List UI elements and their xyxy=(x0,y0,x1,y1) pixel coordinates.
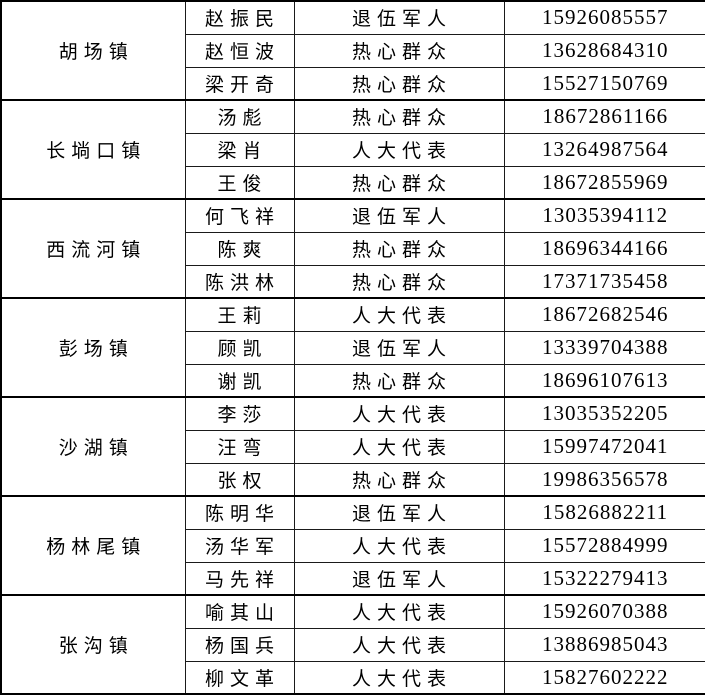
table-row: 柳文革 人大代表 15827602222 xyxy=(1,660,705,695)
name-cell: 陈爽 xyxy=(184,231,295,266)
table-row: 王俊 热心群众 18672855969 xyxy=(1,165,705,200)
name-cell: 顾凯 xyxy=(184,330,295,365)
category-cell: 退伍军人 xyxy=(293,561,505,596)
category-cell: 热心群众 xyxy=(293,462,505,497)
table-row: 陈洪林 热心群众 17371735458 xyxy=(1,264,705,299)
name-cell: 汤华军 xyxy=(184,528,295,563)
table-row: 长埫口镇 汤彪 热心群众 18672861166 xyxy=(0,99,705,200)
phone-cell: 13035352205 xyxy=(503,396,705,431)
table-row: 张沟镇 喻其山 人大代表 15926070388 xyxy=(0,594,705,695)
name-cell: 喻其山 xyxy=(184,594,295,629)
phone-cell: 15826882211 xyxy=(503,495,705,530)
phone-cell: 17371735458 xyxy=(503,264,705,299)
category-cell: 退伍军人 xyxy=(293,495,505,530)
phone-cell: 18696344166 xyxy=(503,231,705,266)
phone-cell: 18672861166 xyxy=(503,99,705,134)
category-cell: 热心群众 xyxy=(293,165,505,200)
table-row: 汪弯 人大代表 15997472041 xyxy=(1,429,705,464)
table-row: 顾凯 退伍军人 13339704388 xyxy=(1,330,705,365)
phone-cell: 15926085557 xyxy=(503,0,705,35)
town-cell: 西流河镇 xyxy=(0,198,186,299)
table-row: 马先祥 退伍军人 15322279413 xyxy=(1,561,705,596)
category-cell: 人大代表 xyxy=(293,627,505,662)
phone-cell: 18672855969 xyxy=(503,165,705,200)
phone-cell: 13035394112 xyxy=(503,198,705,233)
category-cell: 热心群众 xyxy=(293,231,505,266)
name-cell: 杨国兵 xyxy=(184,627,295,662)
table-row: 汤华军 人大代表 15572884999 xyxy=(1,528,705,563)
table-row: 胡场镇 赵振民 退伍军人 15926085557 xyxy=(0,0,705,101)
category-cell: 热心群众 xyxy=(293,363,505,398)
category-cell: 热心群众 xyxy=(293,33,505,68)
category-cell: 人大代表 xyxy=(293,396,505,431)
table-row: 杨林尾镇 陈明华 退伍军人 15826882211 xyxy=(0,495,705,596)
table-row: 沙湖镇 李莎 人大代表 13035352205 xyxy=(0,396,705,497)
table-row: 谢凯 热心群众 18696107613 xyxy=(1,363,705,398)
table-row: 彭场镇 王莉 人大代表 18672682546 xyxy=(0,297,705,398)
phone-cell: 15527150769 xyxy=(503,66,705,101)
name-cell: 赵振民 xyxy=(184,0,295,35)
name-cell: 陈明华 xyxy=(184,495,295,530)
phone-cell: 15322279413 xyxy=(503,561,705,596)
table-row: 陈爽 热心群众 18696344166 xyxy=(1,231,705,266)
name-cell: 张权 xyxy=(184,462,295,497)
phone-cell: 15827602222 xyxy=(503,660,705,695)
name-cell: 王俊 xyxy=(184,165,295,200)
phone-cell: 18696107613 xyxy=(503,363,705,398)
phone-cell: 15572884999 xyxy=(503,528,705,563)
town-cell: 杨林尾镇 xyxy=(0,495,186,596)
name-cell: 李莎 xyxy=(184,396,295,431)
town-cell: 沙湖镇 xyxy=(0,396,186,497)
name-cell: 梁肖 xyxy=(184,132,295,167)
name-cell: 柳文革 xyxy=(184,660,295,695)
category-cell: 退伍军人 xyxy=(293,0,505,35)
category-cell: 热心群众 xyxy=(293,99,505,134)
table-row: 梁开奇 热心群众 15527150769 xyxy=(1,66,705,101)
name-cell: 汪弯 xyxy=(184,429,295,464)
phone-cell: 13886985043 xyxy=(503,627,705,662)
table-row: 西流河镇 何飞祥 退伍军人 13035394112 xyxy=(0,198,705,299)
name-cell: 谢凯 xyxy=(184,363,295,398)
category-cell: 人大代表 xyxy=(293,528,505,563)
phone-cell: 15926070388 xyxy=(503,594,705,629)
name-cell: 何飞祥 xyxy=(184,198,295,233)
name-cell: 马先祥 xyxy=(184,561,295,596)
name-cell: 陈洪林 xyxy=(184,264,295,299)
category-cell: 人大代表 xyxy=(293,594,505,629)
category-cell: 热心群众 xyxy=(293,264,505,299)
phone-cell: 13264987564 xyxy=(503,132,705,167)
phone-cell: 18672682546 xyxy=(503,297,705,332)
town-cell: 长埫口镇 xyxy=(0,99,186,200)
name-cell: 梁开奇 xyxy=(184,66,295,101)
town-cell: 张沟镇 xyxy=(0,594,186,695)
category-cell: 热心群众 xyxy=(293,66,505,101)
phone-cell: 19986356578 xyxy=(503,462,705,497)
phone-cell: 13628684310 xyxy=(503,33,705,68)
category-cell: 人大代表 xyxy=(293,132,505,167)
category-cell: 人大代表 xyxy=(293,429,505,464)
phone-cell: 13339704388 xyxy=(503,330,705,365)
name-cell: 汤彪 xyxy=(184,99,295,134)
town-cell: 彭场镇 xyxy=(0,297,186,398)
town-cell: 胡场镇 xyxy=(0,0,186,101)
table-row: 杨国兵 人大代表 13886985043 xyxy=(1,627,705,662)
name-cell: 赵恒波 xyxy=(184,33,295,68)
category-cell: 人大代表 xyxy=(293,297,505,332)
category-cell: 退伍军人 xyxy=(293,330,505,365)
name-cell: 王莉 xyxy=(184,297,295,332)
category-cell: 人大代表 xyxy=(293,660,505,695)
category-cell: 退伍军人 xyxy=(293,198,505,233)
phone-cell: 15997472041 xyxy=(503,429,705,464)
